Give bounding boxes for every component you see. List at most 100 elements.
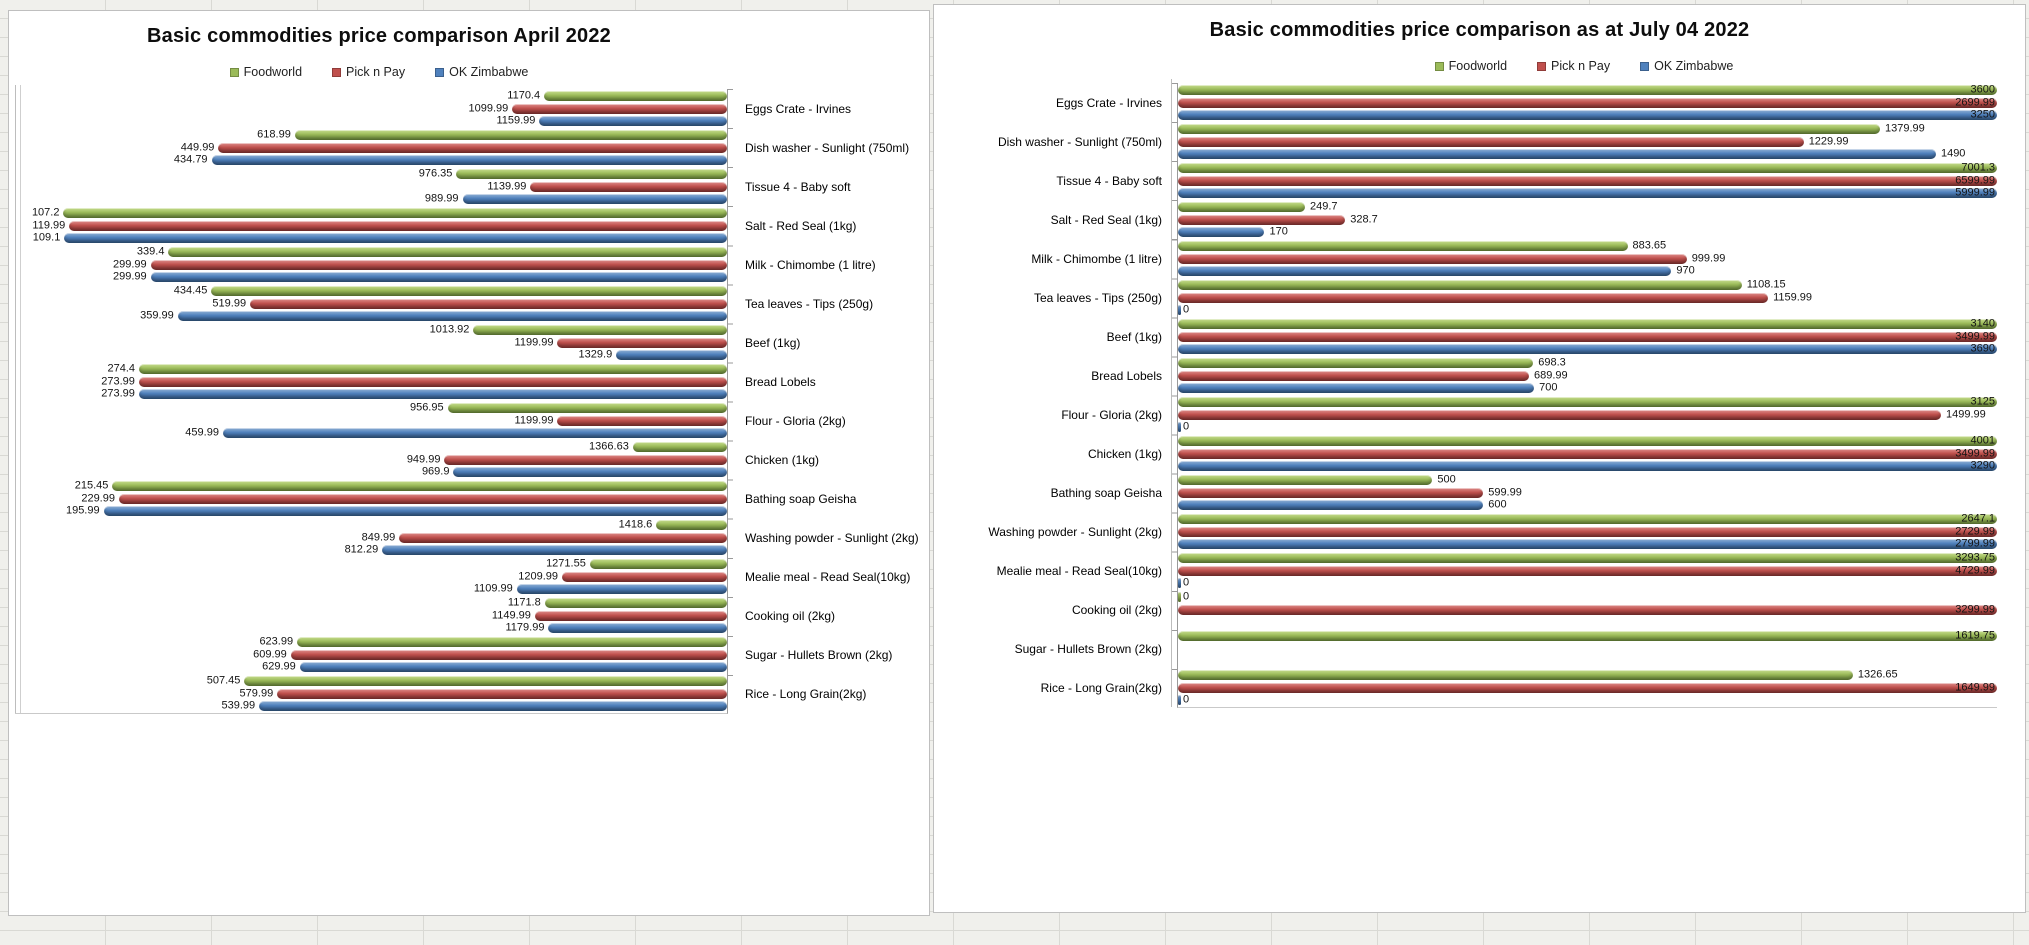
category-label: Rice - Long Grain(2kg) [1040, 681, 1162, 696]
value-label: 1159.99 [1773, 291, 1813, 303]
bar-line: 599.99 [1178, 487, 1997, 498]
chart-title-block: Basic commodities price comparison as at… [934, 19, 2025, 42]
legend-swatch [229, 67, 239, 77]
bar-ok-zimbabwe [1178, 110, 1997, 121]
bar-line: 229.99 [15, 493, 727, 504]
bar-line [1178, 656, 1997, 666]
category-label: Mealie meal - Read Seal(10kg) [745, 570, 911, 585]
bar-pick-n-pay [1178, 409, 1942, 420]
value-label: 989.99 [424, 192, 459, 205]
category-label: Bathing soap Geisha [745, 492, 857, 507]
bar-line: 500 [1178, 474, 1997, 485]
chart-row: 215.45 229.99 195.99 [15, 479, 727, 518]
value-label: 6599.99 [1955, 174, 1995, 186]
bar-line: 2699.99 [1178, 97, 1997, 108]
bar-line: 1499.99 [1178, 409, 1997, 420]
bar-line: 1139.99 [15, 181, 727, 192]
chart-legend: Foodworld Pick n Pay OK Zimbabwe [9, 65, 749, 79]
bar-line: 3293.75 [1178, 552, 1997, 563]
value-label: 609.99 [253, 648, 287, 660]
bar-ok-zimbabwe [299, 662, 727, 673]
category-label: Tea leaves - Tips (250g) [745, 296, 874, 311]
bar-ok-zimbabwe [539, 116, 727, 127]
value-label: 1109.99 [473, 582, 513, 595]
category-label: Flour - Gloria (2kg) [745, 414, 846, 429]
value-label: 1149.99 [491, 609, 531, 621]
chart-title: Basic commodities price comparison April… [147, 25, 611, 47]
category-label: Milk - Chimombe (1 litre) [745, 257, 876, 272]
category-label: Bread Lobels [745, 374, 816, 389]
bar-ok-zimbabwe [453, 467, 727, 478]
bar-line: 107.2 [15, 207, 727, 218]
value-label: 539.99 [221, 699, 256, 712]
bar-line: 1329.9 [15, 349, 727, 361]
value-label: 883.65 [1632, 239, 1667, 252]
value-label: 273.99 [101, 387, 135, 400]
chart-panel-april-2022: Basic commodities price comparison April… [8, 10, 930, 916]
bar-line: 949.99 [15, 454, 727, 465]
bar-foodworld [168, 246, 727, 257]
category-label: Salt - Red Seal (1kg) [745, 218, 857, 233]
bar-ok-zimbabwe [1178, 266, 1672, 277]
bar-line: 5999.99 [1178, 186, 1997, 199]
bar-line: 3600 [1178, 84, 1997, 95]
chart-row: 3140 3499.99 3690 [1178, 317, 1997, 356]
bar-pick-n-pay [1178, 448, 1997, 459]
value-label: 579.99 [239, 687, 274, 699]
value-label: 339.4 [136, 245, 165, 258]
chart-row: 1619.75 [1178, 629, 1997, 668]
value-label: 299.99 [112, 258, 147, 270]
bar-foodworld [589, 558, 727, 569]
bar-foodworld [1178, 318, 1997, 329]
value-label: 434.45 [173, 284, 208, 297]
bar-foodworld [63, 207, 727, 218]
chart-panel-july-2022: Basic commodities price comparison as at… [933, 4, 2026, 913]
value-label: 849.99 [361, 531, 396, 543]
bar-pick-n-pay [250, 298, 727, 309]
bar-line: 1013.92 [15, 324, 727, 335]
bar-ok-zimbabwe [259, 701, 727, 712]
bar-pick-n-pay [1178, 526, 1997, 537]
legend-label: Foodworld [1448, 59, 1508, 73]
bar-pick-n-pay [69, 220, 727, 231]
bar-ok-zimbabwe [1178, 383, 1535, 394]
bar-line: 600 [1178, 499, 1997, 511]
bar-line [1178, 644, 1997, 654]
bar-line: 3250 [1178, 109, 1997, 121]
bar-ok-zimbabwe [103, 506, 727, 517]
bar-ok-zimbabwe [462, 194, 727, 205]
bar-line: 459.99 [15, 427, 727, 439]
value-label: 359.99 [140, 309, 174, 322]
bar-pick-n-pay [150, 259, 727, 270]
bar-pick-n-pay [118, 493, 727, 504]
chart-row: 107.2 119.99 109.1 [15, 206, 727, 245]
bar-line: 1209.99 [15, 570, 727, 582]
legend-item-pick-n-pay: Pick n Pay [332, 65, 405, 79]
bar-line: 0 [1178, 577, 1997, 589]
bar-foodworld [112, 480, 727, 491]
bar-ok-zimbabwe [138, 389, 727, 400]
bar-pick-n-pay [561, 571, 727, 582]
bar-foodworld [656, 519, 727, 530]
value-label: 5999.99 [1955, 186, 1995, 199]
bar-pick-n-pay [218, 142, 727, 153]
value-label: 3299.99 [1955, 603, 1995, 615]
legend-swatch [1640, 61, 1650, 71]
value-label: 1209.99 [518, 570, 558, 582]
legend-item-foodworld: Foodworld [229, 65, 302, 79]
bar-line: 1199.99 [15, 337, 727, 348]
value-label: 299.99 [112, 270, 147, 283]
value-label: 3690 [1970, 342, 1995, 355]
value-label: 1619.75 [1955, 629, 1995, 642]
category-axis-ticks [1172, 83, 1177, 707]
bar-line: 434.45 [15, 284, 727, 297]
category-label: Bread Lobels [1091, 368, 1162, 383]
category-label: Chicken (1kg) [1087, 447, 1162, 462]
chart-row: 1366.63 949.99 969.9 [15, 440, 727, 479]
bar-line: 698.3 [1178, 357, 1997, 368]
bar-line: 1271.55 [15, 558, 727, 569]
category-label: Cooking oil (2kg) [1071, 603, 1162, 618]
bar-pick-n-pay [290, 649, 727, 660]
bar-line: 6599.99 [1178, 174, 1997, 186]
